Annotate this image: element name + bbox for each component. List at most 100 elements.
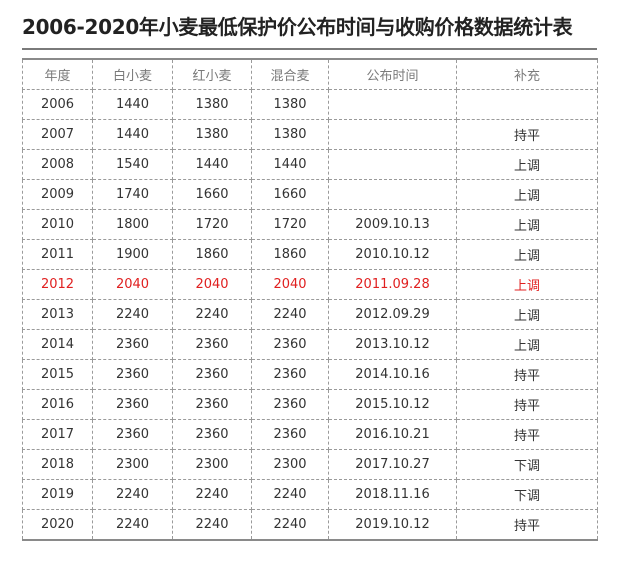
table-row: 2010 1800 1720 1720 2009.10.13 上调: [22, 209, 598, 240]
header-white-wheat: 白小麦: [92, 58, 173, 90]
cell-note: 持平: [456, 119, 598, 150]
cell-red-wheat: 1380: [172, 119, 252, 150]
cell-mixed-wheat: 2360: [251, 329, 329, 360]
cell-white-wheat: 2360: [92, 329, 173, 360]
table-body: 2006 1440 1380 1380 2007 1440 1380 1380 持平 2008 15…: [22, 89, 598, 541]
cell-white-wheat: 2300: [92, 449, 173, 480]
cell-year: 2009: [22, 179, 93, 210]
cell-year: 2013: [22, 299, 93, 330]
cell-note: 上调: [456, 329, 598, 360]
cell-publish-date: 2016.10.21: [328, 419, 457, 450]
cell-mixed-wheat: 1440: [251, 149, 329, 180]
cell-year: 2016: [22, 389, 93, 420]
cell-white-wheat: 1540: [92, 149, 173, 180]
table-row: 2016 2360 2360 2360 2015.10.12 持平: [22, 389, 598, 420]
cell-mixed-wheat: 1380: [251, 119, 329, 150]
cell-year: 2006: [22, 89, 93, 120]
cell-mixed-wheat: 2240: [251, 479, 329, 510]
cell-publish-date: [328, 119, 457, 150]
cell-red-wheat: 1440: [172, 149, 252, 180]
cell-red-wheat: 2360: [172, 359, 252, 390]
cell-mixed-wheat: 2240: [251, 299, 329, 330]
cell-publish-date: 2017.10.27: [328, 449, 457, 480]
cell-publish-date: 2019.10.12: [328, 509, 457, 541]
table-row: 2012 2040 2040 2040 2011.09.28 上调: [22, 269, 598, 300]
table-row: 2009 1740 1660 1660 上调: [22, 179, 598, 210]
cell-note: 持平: [456, 359, 598, 390]
cell-white-wheat: 2040: [92, 269, 173, 300]
cell-mixed-wheat: 2360: [251, 419, 329, 450]
cell-white-wheat: 2240: [92, 299, 173, 330]
cell-red-wheat: 2360: [172, 389, 252, 420]
table-row: 2017 2360 2360 2360 2016.10.21 持平: [22, 419, 598, 450]
cell-publish-date: 2018.11.16: [328, 479, 457, 510]
cell-red-wheat: 2300: [172, 449, 252, 480]
cell-publish-date: [328, 149, 457, 180]
cell-publish-date: 2011.09.28: [328, 269, 457, 300]
table-row: 2007 1440 1380 1380 持平: [22, 119, 598, 150]
cell-mixed-wheat: 2040: [251, 269, 329, 300]
cell-white-wheat: 2360: [92, 419, 173, 450]
table-row: 2011 1900 1860 1860 2010.10.12 上调: [22, 239, 598, 270]
cell-red-wheat: 1720: [172, 209, 252, 240]
table-row: 2013 2240 2240 2240 2012.09.29 上调: [22, 299, 598, 330]
cell-note: 上调: [456, 209, 598, 240]
cell-red-wheat: 2040: [172, 269, 252, 300]
cell-mixed-wheat: 2300: [251, 449, 329, 480]
cell-publish-date: 2012.09.29: [328, 299, 457, 330]
cell-mixed-wheat: 2240: [251, 509, 329, 541]
table-row: 2006 1440 1380 1380: [22, 89, 598, 120]
cell-year: 2008: [22, 149, 93, 180]
cell-year: 2015: [22, 359, 93, 390]
table-row: 2014 2360 2360 2360 2013.10.12 上调: [22, 329, 598, 360]
cell-white-wheat: 1440: [92, 119, 173, 150]
cell-note: 上调: [456, 239, 598, 270]
cell-publish-date: 2013.10.12: [328, 329, 457, 360]
cell-red-wheat: 1660: [172, 179, 252, 210]
cell-year: 2011: [22, 239, 93, 270]
cell-white-wheat: 1900: [92, 239, 173, 270]
cell-red-wheat: 2240: [172, 299, 252, 330]
cell-white-wheat: 1740: [92, 179, 173, 210]
cell-year: 2018: [22, 449, 93, 480]
cell-year: 2017: [22, 419, 93, 450]
cell-white-wheat: 2360: [92, 359, 173, 390]
header-publish-date: 公布时间: [328, 58, 457, 90]
cell-note: [456, 89, 598, 120]
title-divider: [22, 48, 597, 50]
table-header-row: 年度 白小麦 红小麦 混合麦 公布时间 补充: [22, 58, 598, 90]
cell-note: 上调: [456, 149, 598, 180]
cell-white-wheat: 2360: [92, 389, 173, 420]
cell-year: 2020: [22, 509, 93, 541]
cell-publish-date: [328, 179, 457, 210]
cell-note: 持平: [456, 509, 598, 541]
cell-red-wheat: 1860: [172, 239, 252, 270]
cell-white-wheat: 2240: [92, 509, 173, 541]
wheat-price-table: 年度 白小麦 红小麦 混合麦 公布时间 补充 2006 1440 1380 1380 2…: [22, 58, 598, 541]
cell-mixed-wheat: 1860: [251, 239, 329, 270]
cell-note: 上调: [456, 269, 598, 300]
cell-publish-date: 2015.10.12: [328, 389, 457, 420]
cell-note: 上调: [456, 179, 598, 210]
cell-white-wheat: 1440: [92, 89, 173, 120]
cell-publish-date: 2014.10.16: [328, 359, 457, 390]
table-row: 2020 2240 2240 2240 2019.10.12 持平: [22, 509, 598, 541]
cell-mixed-wheat: 1660: [251, 179, 329, 210]
header-mixed-wheat: 混合麦: [251, 58, 329, 90]
table-row: 2008 1540 1440 1440 上调: [22, 149, 598, 180]
cell-year: 2010: [22, 209, 93, 240]
header-year: 年度: [22, 58, 93, 90]
cell-note: 持平: [456, 389, 598, 420]
cell-publish-date: 2010.10.12: [328, 239, 457, 270]
cell-red-wheat: 2240: [172, 509, 252, 541]
header-red-wheat: 红小麦: [172, 58, 252, 90]
cell-note: 上调: [456, 299, 598, 330]
table-row: 2019 2240 2240 2240 2018.11.16 下调: [22, 479, 598, 510]
table-row: 2015 2360 2360 2360 2014.10.16 持平: [22, 359, 598, 390]
cell-year: 2007: [22, 119, 93, 150]
cell-publish-date: 2009.10.13: [328, 209, 457, 240]
page-title: 2006-2020年小麦最低保护价公布时间与收购价格数据统计表: [22, 15, 573, 39]
cell-mixed-wheat: 2360: [251, 389, 329, 420]
cell-white-wheat: 1800: [92, 209, 173, 240]
